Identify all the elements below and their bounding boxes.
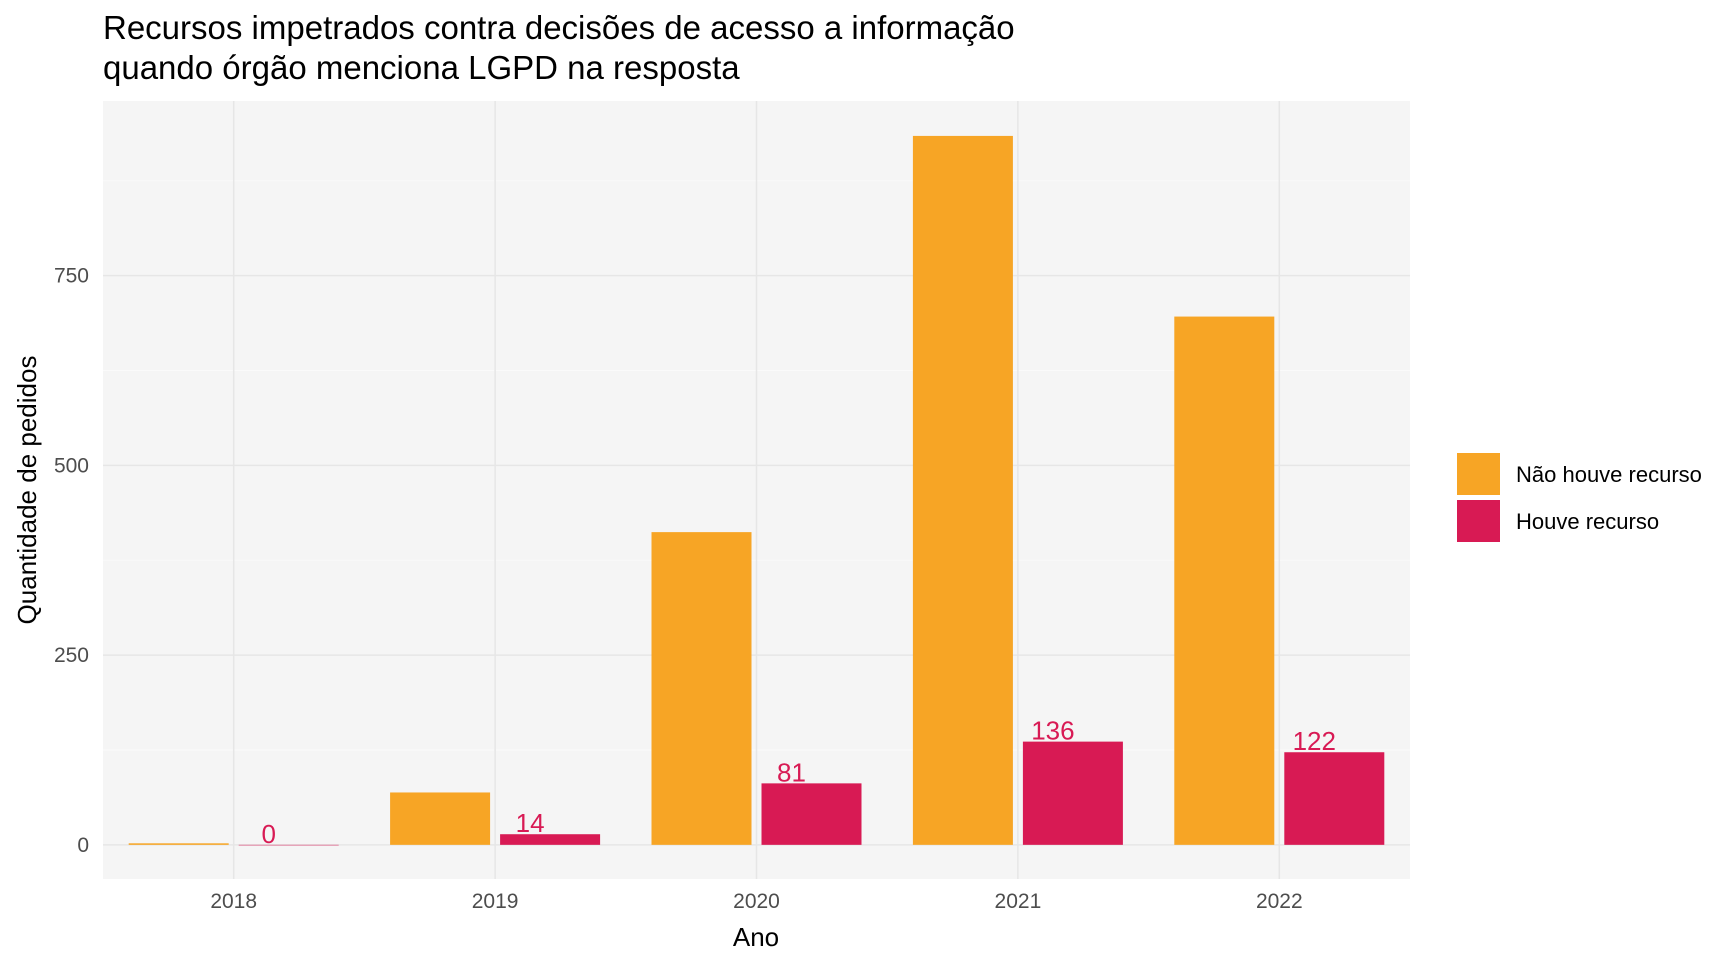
y-axis-ticks: 0 250 500 750 <box>54 265 89 857</box>
bar <box>128 843 229 845</box>
legend-label: Houve recurso <box>1516 509 1659 534</box>
data-label: 136 <box>1031 716 1074 746</box>
bar <box>500 834 601 845</box>
y-tick-label: 500 <box>54 454 89 477</box>
chart-title-line-1: Recursos impetrados contra decisões de a… <box>103 9 1015 46</box>
data-label: 14 <box>516 808 545 838</box>
y-tick-label: 0 <box>77 834 89 857</box>
y-axis-title: Quantidade de pedidos <box>12 356 42 625</box>
x-tick-label: 2020 <box>733 890 780 913</box>
bar <box>1284 752 1385 845</box>
bar <box>912 135 1013 845</box>
legend: Não houve recurso Houve recurso <box>1457 453 1702 542</box>
bar <box>238 844 339 846</box>
bars <box>128 135 1385 846</box>
legend-swatch <box>1457 500 1500 542</box>
bar <box>390 792 491 845</box>
data-label: 122 <box>1293 726 1336 756</box>
x-axis-ticks: 2018 2019 2020 2021 2022 <box>210 890 1302 913</box>
chart-title-line-2: quando órgão menciona LGPD na resposta <box>103 49 740 86</box>
x-tick-label: 2022 <box>1256 890 1303 913</box>
data-label: 81 <box>777 757 806 787</box>
legend-label: Não houve recurso <box>1516 462 1702 487</box>
bar <box>1022 741 1123 845</box>
bar <box>651 532 752 845</box>
x-tick-label: 2021 <box>995 890 1042 913</box>
bar <box>1174 316 1275 845</box>
legend-swatch <box>1457 453 1500 495</box>
y-tick-label: 750 <box>54 265 89 288</box>
x-tick-label: 2019 <box>472 890 519 913</box>
data-labels: 0 14 81 136 122 <box>261 716 1336 849</box>
x-axis-title: Ano <box>733 922 779 952</box>
gridlines <box>103 101 1410 879</box>
chart-title: Recursos impetrados contra decisões de a… <box>103 9 1015 86</box>
x-tick-label: 2018 <box>210 890 257 913</box>
y-tick-label: 250 <box>54 644 89 667</box>
bar <box>761 783 862 845</box>
data-label: 0 <box>261 819 275 849</box>
